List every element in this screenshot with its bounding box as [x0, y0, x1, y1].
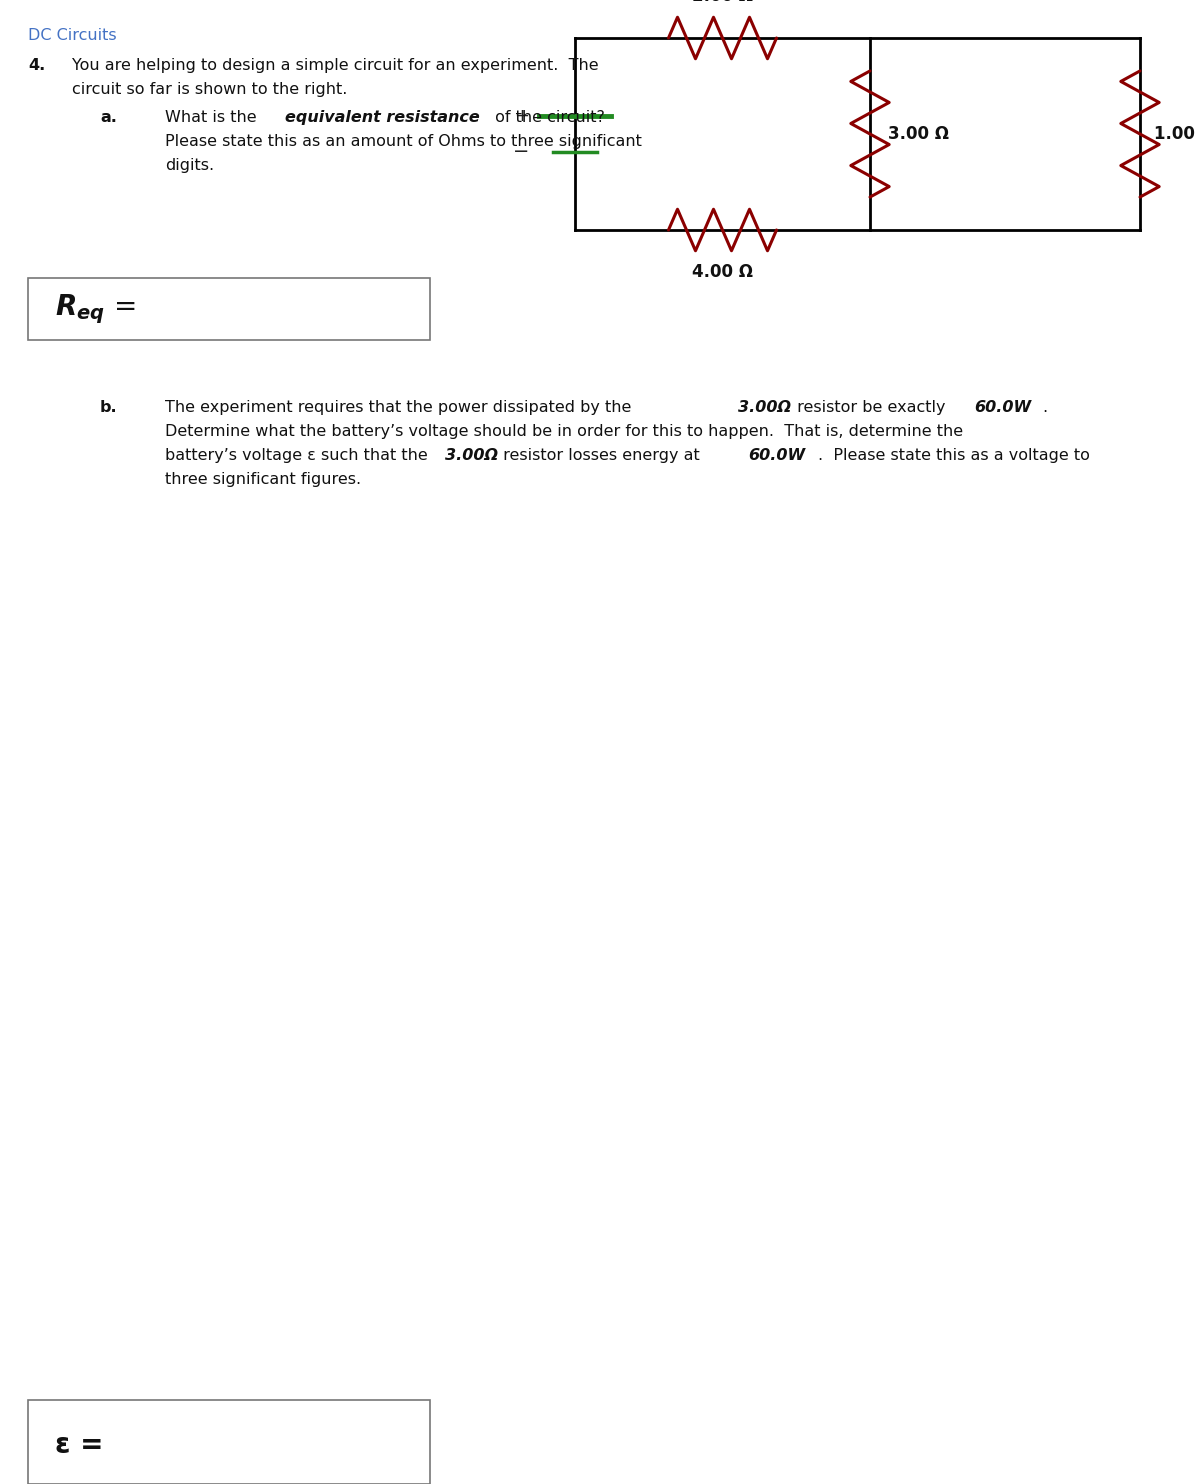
- Text: of the circuit?: of the circuit?: [490, 110, 605, 125]
- Text: 3.00Ω: 3.00Ω: [445, 448, 498, 463]
- Text: The experiment requires that the power dissipated by the: The experiment requires that the power d…: [166, 401, 636, 416]
- Text: $\bfit{R}_{eq}$ =: $\bfit{R}_{eq}$ =: [55, 292, 136, 326]
- Text: DC Circuits: DC Circuits: [28, 28, 116, 43]
- Text: 60.0W: 60.0W: [748, 448, 805, 463]
- Text: .  Please state this as a voltage to: . Please state this as a voltage to: [818, 448, 1090, 463]
- Text: −: −: [514, 142, 529, 162]
- FancyBboxPatch shape: [28, 278, 430, 340]
- Text: 4.00 Ω: 4.00 Ω: [692, 263, 754, 280]
- Text: equivalent resistance: equivalent resistance: [286, 110, 480, 125]
- Text: Determine what the battery’s voltage should be in order for this to happen.  Tha: Determine what the battery’s voltage sho…: [166, 424, 964, 439]
- FancyBboxPatch shape: [28, 1399, 430, 1484]
- Text: Please state this as an amount of Ohms to three significant: Please state this as an amount of Ohms t…: [166, 134, 642, 148]
- Text: 3.00 Ω: 3.00 Ω: [888, 125, 949, 142]
- Text: digits.: digits.: [166, 157, 214, 174]
- Text: 4.: 4.: [28, 58, 46, 73]
- Text: 1.00 Ω: 1.00 Ω: [1154, 125, 1200, 142]
- Text: 60.0W: 60.0W: [974, 401, 1031, 416]
- Text: .: .: [1042, 401, 1048, 416]
- Text: battery’s voltage ε such that the: battery’s voltage ε such that the: [166, 448, 433, 463]
- Text: a.: a.: [100, 110, 116, 125]
- Text: +: +: [515, 107, 529, 125]
- Text: resistor be exactly: resistor be exactly: [792, 401, 950, 416]
- Text: ε =: ε =: [55, 1431, 103, 1459]
- Text: resistor losses energy at: resistor losses energy at: [498, 448, 704, 463]
- Text: 3.00Ω: 3.00Ω: [738, 401, 791, 416]
- Text: 2.00 Ω: 2.00 Ω: [692, 0, 754, 6]
- Text: three significant figures.: three significant figures.: [166, 472, 361, 487]
- Text: circuit so far is shown to the right.: circuit so far is shown to the right.: [72, 82, 347, 96]
- Text: What is the: What is the: [166, 110, 262, 125]
- Text: You are helping to design a simple circuit for an experiment.  The: You are helping to design a simple circu…: [72, 58, 599, 73]
- Text: b.: b.: [100, 401, 118, 416]
